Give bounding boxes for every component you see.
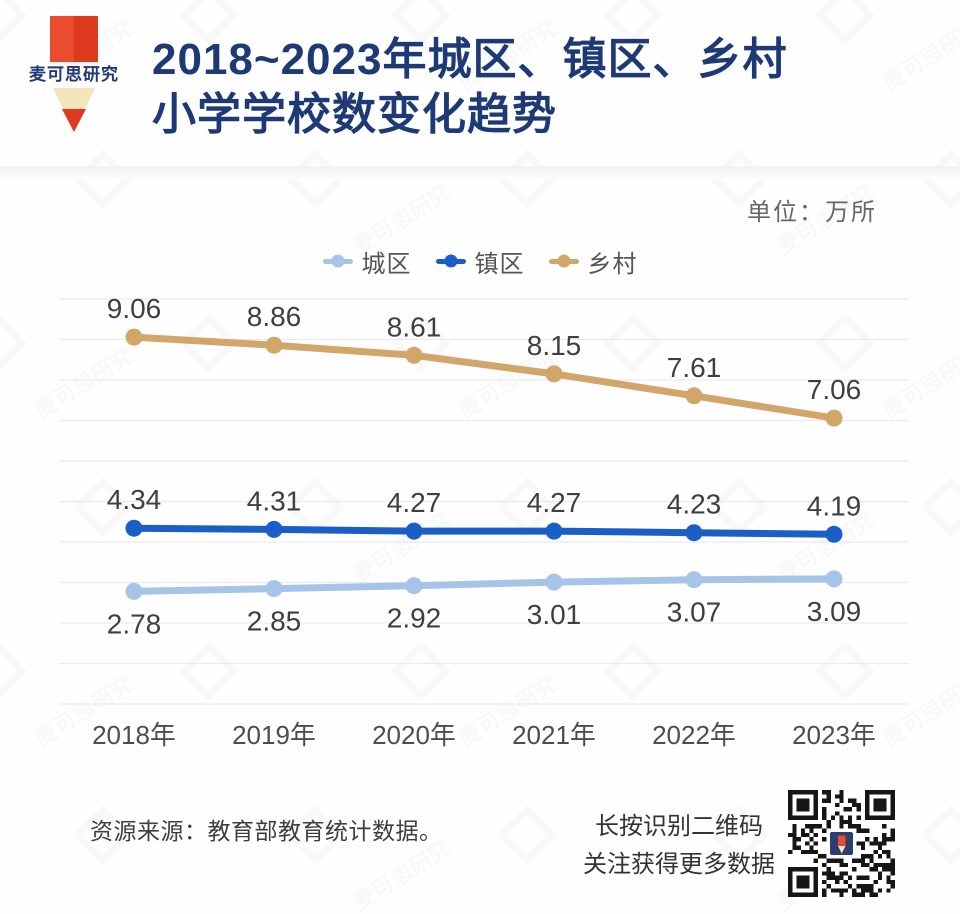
data-point-rural-3 bbox=[545, 365, 563, 383]
pencil-icon bbox=[50, 16, 98, 132]
value-label-rural-2: 8.61 bbox=[387, 311, 442, 342]
watermark-diamond bbox=[497, 805, 557, 865]
legend-label-city: 城区 bbox=[361, 250, 412, 278]
data-point-city-5 bbox=[825, 570, 843, 588]
value-label-town-0: 4.34 bbox=[107, 484, 162, 515]
data-point-rural-4 bbox=[685, 387, 703, 405]
qr-code[interactable] bbox=[788, 790, 895, 897]
value-label-city-0: 2.78 bbox=[107, 608, 162, 639]
value-label-town-2: 4.27 bbox=[387, 487, 442, 518]
data-point-city-2 bbox=[405, 577, 423, 595]
value-label-rural-3: 8.15 bbox=[527, 330, 582, 361]
value-label-city-4: 3.07 bbox=[667, 597, 722, 628]
data-point-rural-1 bbox=[265, 336, 283, 354]
series-line-city bbox=[130, 575, 838, 595]
x-axis-label-1: 2019年 bbox=[232, 720, 316, 750]
value-label-town-1: 4.31 bbox=[247, 485, 302, 516]
x-axis-label-4: 2022年 bbox=[652, 720, 736, 750]
legend-label-rural: 乡村 bbox=[587, 250, 638, 278]
legend-item-town: 镇区 bbox=[435, 244, 525, 279]
series-line-town bbox=[130, 524, 838, 538]
header-divider bbox=[0, 166, 960, 179]
value-label-town-4: 4.23 bbox=[667, 489, 722, 520]
mycos-logo: 麦可思研究 bbox=[24, 12, 124, 138]
watermark-diamond bbox=[921, 805, 960, 865]
legend-dot-town bbox=[444, 254, 457, 268]
data-point-rural-0 bbox=[125, 328, 143, 346]
line-chart: 2.78 2.85 2.92 3.01 3.07 3.09 4.34 4.31 4.27 4.27… bbox=[60, 293, 908, 750]
legend-dot-city bbox=[331, 254, 344, 268]
data-point-town-5 bbox=[825, 525, 843, 543]
data-point-town-4 bbox=[685, 524, 703, 542]
qr-caption-line-2: 关注获得更多数据 bbox=[583, 851, 775, 878]
data-point-city-4 bbox=[685, 571, 703, 589]
value-label-rural-1: 8.86 bbox=[247, 301, 302, 332]
value-label-city-1: 2.85 bbox=[247, 606, 302, 637]
data-point-town-2 bbox=[405, 522, 423, 540]
unit-label: 单位：万所 bbox=[747, 199, 877, 226]
data-point-city-1 bbox=[265, 580, 283, 598]
value-label-city-2: 2.92 bbox=[387, 603, 442, 634]
legend-dot-rural bbox=[557, 254, 570, 268]
value-label-city-5: 3.09 bbox=[807, 596, 862, 627]
data-point-town-3 bbox=[545, 522, 563, 540]
x-axis-label-5: 2023年 bbox=[792, 720, 876, 750]
legend-item-rural: 乡村 bbox=[548, 244, 638, 279]
data-point-city-0 bbox=[125, 582, 143, 600]
value-label-rural-5: 7.06 bbox=[807, 374, 862, 405]
legend-marker-rural bbox=[548, 254, 579, 268]
data-point-rural-2 bbox=[405, 346, 423, 364]
x-axis-label-2: 2020年 bbox=[372, 720, 456, 750]
value-label-rural-0: 9.06 bbox=[107, 293, 162, 324]
title-line-2: 小学学校数变化趋势 bbox=[152, 90, 557, 139]
title-line-1: 2018~2023年城区、镇区、乡村 bbox=[152, 35, 788, 84]
value-label-rural-4: 7.61 bbox=[667, 352, 722, 383]
source-note: 资源来源：教育部教育统计数据。 bbox=[90, 818, 443, 844]
legend-label-town: 镇区 bbox=[474, 250, 525, 278]
x-axis-label-0: 2018年 bbox=[92, 720, 176, 750]
qr-caption: 长按识别二维码 关注获得更多数据 bbox=[566, 808, 792, 884]
qr-caption-line-1: 长按识别二维码 bbox=[595, 813, 763, 840]
page-title: 2018~2023年城区、镇区、乡村 小学学校数变化趋势 bbox=[152, 32, 787, 142]
legend-marker-city bbox=[322, 254, 353, 268]
value-label-city-3: 3.01 bbox=[527, 599, 582, 630]
chart-legend: 城区 镇区 乡村 bbox=[0, 247, 960, 278]
x-axis-label-3: 2021年 bbox=[512, 720, 596, 750]
legend-marker-town bbox=[435, 254, 466, 268]
value-label-town-5: 4.19 bbox=[807, 490, 862, 521]
legend-item-city: 城区 bbox=[322, 244, 412, 279]
brand-name: 麦可思研究 bbox=[24, 62, 124, 88]
data-point-city-3 bbox=[545, 573, 563, 591]
series-line-rural bbox=[130, 333, 838, 422]
data-point-town-0 bbox=[125, 519, 143, 537]
data-point-town-1 bbox=[265, 520, 283, 538]
value-label-town-3: 4.27 bbox=[527, 487, 582, 518]
data-point-rural-5 bbox=[825, 409, 843, 427]
